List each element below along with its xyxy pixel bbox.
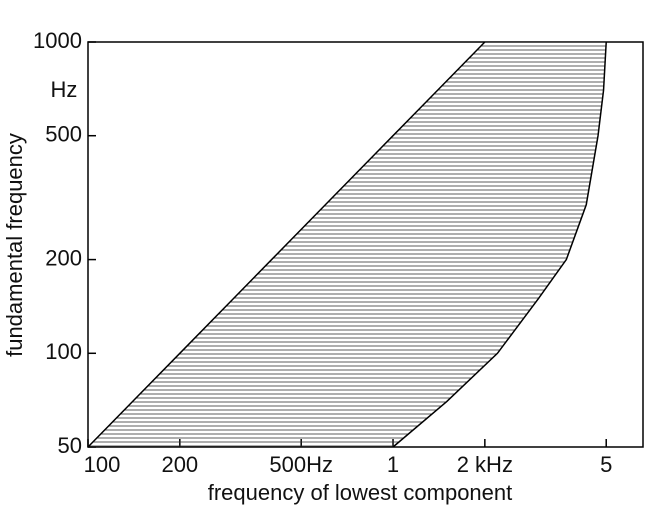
- y-tick-label: 1000: [33, 28, 82, 53]
- x-tick-label: 100: [84, 452, 121, 477]
- y-tick-label: 200: [45, 245, 82, 270]
- x-tick-label: 200: [161, 452, 198, 477]
- y-axis-label: fundamental frequency: [2, 133, 27, 357]
- x-tick-label: 1: [387, 452, 399, 477]
- lower-boundary: [87, 41, 486, 448]
- x-tick-label: 2 kHz: [457, 452, 513, 477]
- y-unit: Hz: [51, 77, 78, 102]
- x-tick-label: 5: [600, 452, 612, 477]
- x-axis-label: frequency of lowest component: [208, 480, 513, 505]
- y-tick-label: 100: [45, 339, 82, 364]
- upper-boundary: [392, 41, 607, 448]
- y-tick-label: 50: [58, 433, 82, 458]
- hatched-region: [88, 42, 607, 447]
- x-tick-label: 500Hz: [269, 452, 333, 477]
- y-tick-label: 500: [45, 122, 82, 147]
